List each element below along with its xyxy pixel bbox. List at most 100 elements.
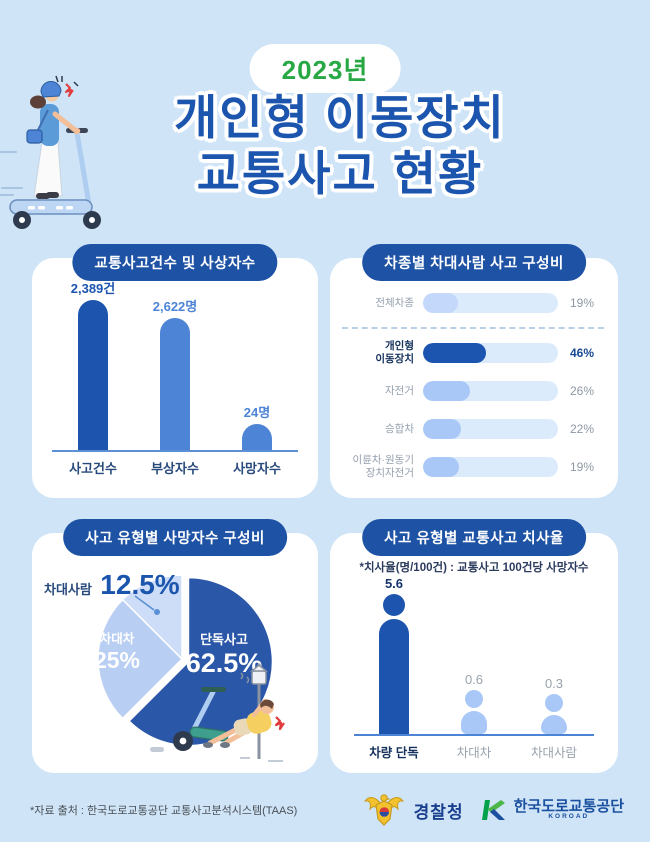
pie-leader-dot xyxy=(154,609,160,615)
panel-fatality-rate-header: 사고 유형별 교통사고 치사율 xyxy=(362,519,586,556)
pie-slice-name: 단독사고 xyxy=(200,632,248,647)
person-head-icon xyxy=(383,594,405,616)
person-figure-icon xyxy=(461,690,487,734)
hbar-category-label: 승합차 xyxy=(342,423,423,436)
hbar-category-line: 승합차 xyxy=(385,422,414,435)
pictogram-category-label: 차대사람 xyxy=(530,746,578,760)
pie-outside-label-name: 차대사람 xyxy=(44,582,92,597)
hbar-category-line: 자전거 xyxy=(385,384,414,397)
pictogram-column: 5.6 차량 단독 xyxy=(354,576,434,760)
hbar-category-label: 전체차종 xyxy=(342,297,423,310)
bar xyxy=(242,424,272,450)
fatality-rate-pictogram-chart: 5.6 차량 단독 0.6 차대차 0.3 차대사람 xyxy=(354,576,594,760)
pictogram-column: 0.3 차대사람 xyxy=(514,577,594,760)
pie-slice-차대차 xyxy=(97,598,184,720)
scooter-rider-illustration xyxy=(0,75,101,229)
hbar-track xyxy=(423,293,558,313)
page-title-line2: 교통사고 현황 xyxy=(196,147,484,201)
person-body-icon xyxy=(379,619,409,734)
data-source-note: *자료 출처 : 한국도로교통공단 교통사고분석시스템(TAAS) xyxy=(30,805,298,817)
death-composition-pie-chart xyxy=(97,574,274,747)
hbar-fill xyxy=(423,457,460,477)
accident-counts-bar-chart: 2,389건 사고건수 2,622명 부상자수 24명 사망자수 xyxy=(52,278,298,476)
person-body-icon xyxy=(461,711,487,734)
pictogram-column: 0.6 차대차 xyxy=(434,577,514,760)
hbar-category-label: 자전거 xyxy=(342,385,423,398)
hbar-fill xyxy=(423,419,461,439)
person-body-icon xyxy=(541,715,567,734)
pie-slice-value: 62.5% xyxy=(185,647,263,678)
pie-slice-value: 25% xyxy=(93,647,141,674)
hbar-row: 전체차종 19% xyxy=(342,288,604,318)
bar xyxy=(160,318,190,450)
pictogram-category-label: 차량 단독 xyxy=(369,746,419,760)
bar xyxy=(78,300,108,450)
bar-value-label: 2,389건 xyxy=(70,281,116,296)
pictogram-value-label: 0.6 xyxy=(464,672,484,687)
police-agency-label: 경찰청 xyxy=(413,802,464,822)
page-title: 개인형 이동장치 교통사고 현황 xyxy=(30,90,650,203)
panel-fatality-rate: 사고 유형별 교통사고 치사율 *치사율(명/100건) : 교통사고 100건… xyxy=(330,519,618,773)
person-head-icon xyxy=(465,690,483,708)
pictogram-value-label: 5.6 xyxy=(384,576,404,591)
koroad-agency-label: 한국도로교통공단 xyxy=(513,798,624,816)
panel-vehicle-composition-header: 차종별 차대사람 사고 구성비 xyxy=(362,244,586,281)
year-badge: 2023년 xyxy=(249,44,401,93)
koroad-sub-label: KOROAD xyxy=(548,813,590,821)
hbar-percent-label: 46% xyxy=(570,346,595,360)
hbar-category-line: 이동장치 xyxy=(375,353,414,365)
pie-outside-label: 차대사람 12.5% xyxy=(44,569,180,601)
panel-vehicle-composition: 차종별 차대사람 사고 구성비 전체차종 19% 개인형 이동장치 46% 자전거 26% 승… xyxy=(330,244,618,498)
panel-death-composition-header: 사고 유형별 사망자수 구성비 xyxy=(63,519,287,556)
pictogram-category-label: 차대차 xyxy=(456,746,492,760)
koroad-logo-icon xyxy=(481,800,505,820)
pie-leader-line xyxy=(134,595,155,611)
hbar-category-label: 이륜차·원동기 장치자전거 xyxy=(342,454,423,479)
hbar-fill xyxy=(423,343,487,363)
footer-logos: 경찰청 한국도로교통공단 KOROAD xyxy=(362,788,624,832)
vehicle-composition-bar-chart: 전체차종 19% 개인형 이동장치 46% 자전거 26% 승합차 22% 이륜차·원동기 장치자전… xyxy=(342,288,604,482)
hbar-percent-label: 26% xyxy=(570,384,595,398)
bar-category-label: 부상자수 xyxy=(151,461,199,476)
hbar-track xyxy=(423,343,558,363)
bar-column: 24명 사망자수 xyxy=(216,278,298,476)
pie-slice-name: 차대차 xyxy=(99,632,135,646)
person-head-icon xyxy=(545,694,563,712)
hbar-category-line: 전체차종 xyxy=(375,296,414,309)
hbar-track xyxy=(423,419,558,439)
person-figure-icon xyxy=(541,694,567,734)
fatality-rate-note: *치사율(명/100건) : 교통사고 100건당 사망자수 xyxy=(359,562,589,574)
page-title-line1: 개인형 이동장치 xyxy=(174,91,506,144)
hbar-fill xyxy=(423,381,471,401)
bar-value-label: 2,622명 xyxy=(152,299,198,314)
hbar-percent-label: 19% xyxy=(570,296,595,310)
hbar-track xyxy=(423,457,558,477)
pie-slice-차대사람 xyxy=(121,574,183,661)
police-emblem-icon xyxy=(363,794,404,826)
bar-value-label: 24명 xyxy=(243,405,271,420)
hbar-category-line: 이륜차·원동기 xyxy=(352,454,414,467)
hbar-percent-label: 19% xyxy=(570,460,595,474)
bar-category-label: 사고건수 xyxy=(69,461,117,476)
dashed-separator xyxy=(342,327,604,329)
hbar-row: 승합차 22% xyxy=(342,414,604,444)
hbar-category-line: 개인형 xyxy=(385,340,414,353)
hbar-row: 개인형 이동장치 46% xyxy=(342,338,604,368)
year-badge-label: 2023년 xyxy=(281,55,369,85)
hbar-category-line: 장치자전거 xyxy=(365,467,414,479)
pie-slice-label-single-accident: 단독사고 62.5% xyxy=(178,633,270,677)
hbar-category-label: 개인형 이동장치 xyxy=(342,340,423,365)
hbar-row: 이륜차·원동기 장치자전거 19% xyxy=(342,452,604,482)
hbar-track xyxy=(423,381,558,401)
hbar-percent-label: 22% xyxy=(570,422,595,436)
hbar-row: 자전거 26% xyxy=(342,376,604,406)
pie-slice-label-car-to-car: 차대차 25% xyxy=(74,632,160,674)
pie-slice-단독사고 xyxy=(128,576,274,747)
panel-accident-counts: 교통사고건수 및 사상자수 2,389건 사고건수 2,622명 부상자수 24명 사망자… xyxy=(32,244,318,498)
panel-death-composition: 사고 유형별 사망자수 구성비 차대사람 12.5% 단독사고 62.5% 차대… xyxy=(32,519,318,773)
panel-accident-counts-header: 교통사고건수 및 사상자수 xyxy=(72,244,278,281)
person-figure-icon xyxy=(379,594,409,734)
